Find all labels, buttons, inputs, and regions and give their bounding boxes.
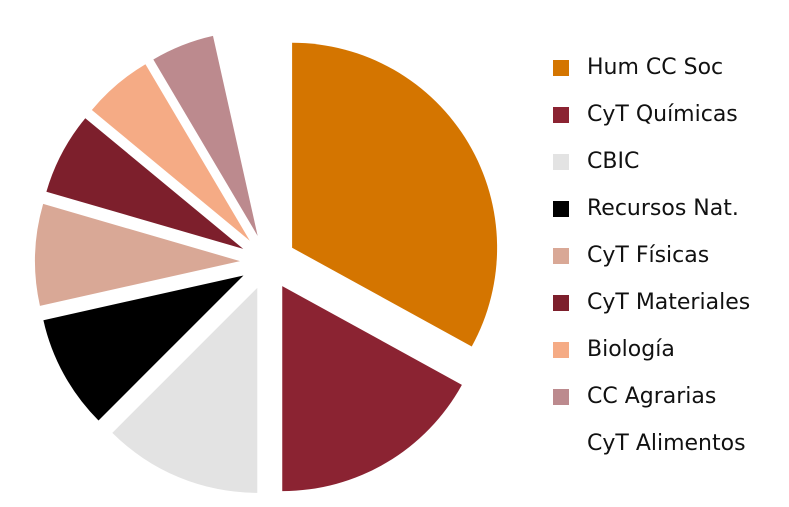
legend-label: CyT Alimentos (587, 431, 746, 456)
legend-swatch (553, 154, 569, 170)
legend-label: CyT Materiales (587, 290, 750, 315)
legend-label: Recursos Nat. (587, 196, 739, 221)
pie-slice (220, 29, 265, 235)
pie-slice (153, 35, 258, 236)
legend-swatch (553, 248, 569, 264)
pie-slice (91, 64, 250, 241)
legend-swatch (553, 295, 569, 311)
pie-slice (43, 275, 244, 421)
legend-label: CyT Físicas (587, 243, 709, 268)
legend-swatch (553, 107, 569, 123)
pie-slice (46, 118, 244, 249)
legend-label: Hum CC Soc (587, 55, 723, 80)
pie-slice (292, 42, 498, 347)
pie-slice (112, 287, 258, 493)
legend-label: CBIC (587, 149, 639, 174)
legend-swatch (553, 201, 569, 217)
pie-slice (282, 286, 462, 492)
legend-label: CyT Químicas (587, 102, 738, 127)
pie-slice (35, 203, 241, 306)
legend-swatch (553, 436, 569, 452)
legend-label: Biología (587, 337, 675, 362)
legend-label: CC Agrarias (587, 384, 716, 409)
legend-swatch (553, 60, 569, 76)
legend-swatch (553, 342, 569, 358)
legend-swatch (553, 389, 569, 405)
